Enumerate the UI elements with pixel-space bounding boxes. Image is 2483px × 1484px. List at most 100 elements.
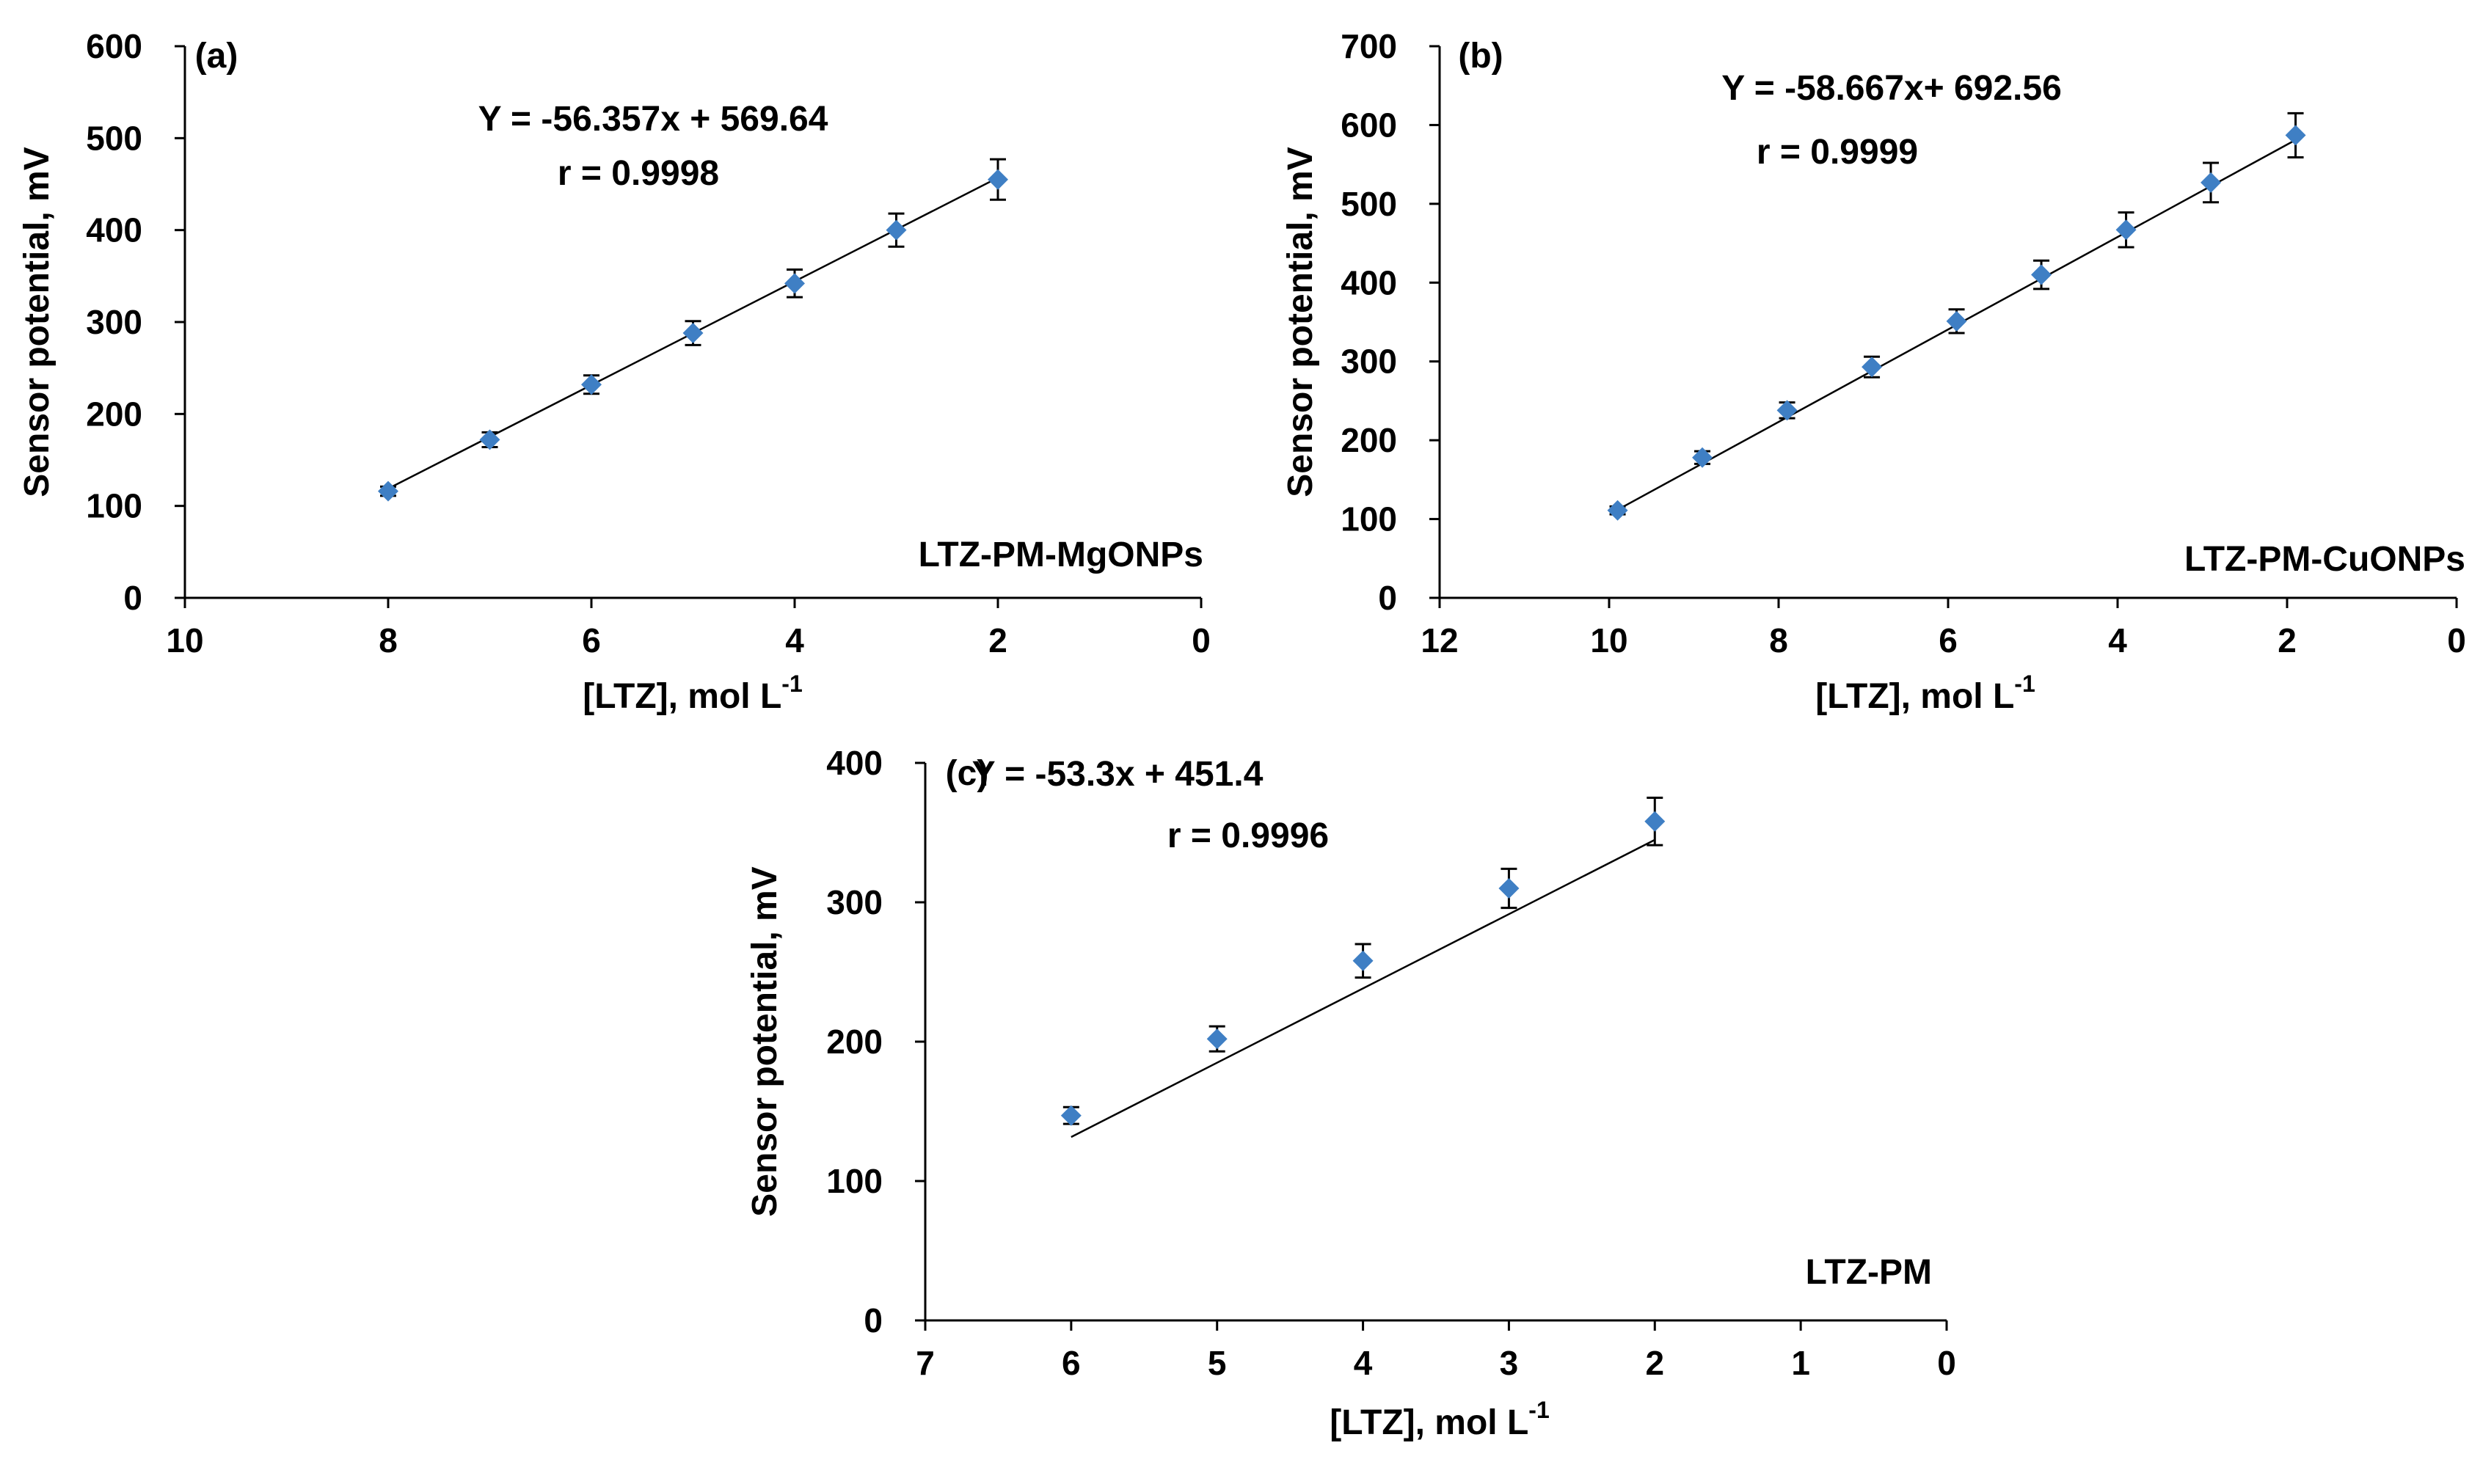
fit-equation: Y = -58.667x+ 692.56: [1721, 69, 2062, 108]
x-tick-label: 5: [1208, 1344, 1227, 1382]
x-axis-title: [LTZ], mol L-1: [1815, 670, 2035, 716]
data-marker-diamond: [581, 374, 602, 395]
x-tick-label: 10: [166, 621, 203, 659]
x-tick-label: 1: [1791, 1344, 1810, 1382]
data-point: [784, 268, 805, 299]
y-tick-label: 500: [1341, 185, 1397, 223]
chart-panel-b: 0 100 200 300 400 500 600 700 12 10 8 6 4 2 0 (b) Y = -5…: [1281, 27, 2466, 716]
data-marker-diamond: [1862, 357, 1883, 378]
x-tick-label: 0: [1192, 621, 1211, 659]
data-point: [988, 158, 1008, 201]
y-tick-label: 200: [86, 395, 142, 433]
x-tick-label: 2: [988, 621, 1007, 659]
data-point: [479, 429, 500, 450]
data-marker-diamond: [1060, 1105, 1082, 1126]
x-axis-title-text: [LTZ], mol L: [583, 677, 781, 716]
data-point: [1607, 500, 1628, 521]
x-tick-label: 6: [1939, 621, 1958, 659]
data-point: [2031, 259, 2052, 290]
y-tick-label: 600: [86, 27, 142, 65]
panel-label: (c): [946, 754, 989, 793]
data-marker-diamond: [682, 323, 704, 344]
series-label: LTZ-PM-MgONPs: [919, 536, 1203, 574]
x-axis-title-superscript: -1: [781, 670, 802, 697]
data-point: [581, 374, 602, 395]
y-tick-label: 0: [123, 579, 142, 617]
y-tick-label: 600: [1341, 106, 1397, 144]
data-point: [2201, 161, 2222, 204]
y-tick-label: 0: [1378, 579, 1397, 617]
data-marker-diamond: [1644, 811, 1666, 832]
y-tick-label: 0: [864, 1301, 883, 1339]
x-tick-label: 2: [2278, 621, 2297, 659]
correlation-coefficient: r = 0.9998: [558, 154, 719, 193]
x-tick-label: 3: [1500, 1344, 1519, 1382]
chart-panel-c: 0 100 200 300 400 7 6 5 4 3 2 1 0 (c)Y = -53.3x + 451…: [745, 744, 1956, 1442]
data-point: [682, 320, 704, 346]
data-marker-diamond: [2031, 264, 2052, 285]
fit-equation: Y = -56.357x + 569.64: [478, 100, 828, 139]
data-marker-diamond: [1692, 447, 1713, 468]
y-tick-label: 200: [826, 1023, 883, 1061]
x-axis-title: [LTZ], mol L-1: [583, 670, 802, 716]
data-marker-diamond: [479, 429, 500, 450]
x-axis-title-text: [LTZ], mol L: [1330, 1403, 1528, 1442]
data-point: [378, 480, 398, 502]
y-tick-label: 100: [86, 487, 142, 525]
data-marker-diamond: [1607, 500, 1628, 521]
fit-line: [1071, 838, 1655, 1138]
x-tick-label: 7: [916, 1344, 935, 1382]
panel-label: (b): [1458, 37, 1503, 76]
y-tick-label: 400: [86, 211, 142, 249]
data-marker-diamond: [1352, 950, 1374, 971]
y-tick-label: 400: [1341, 263, 1397, 301]
y-tick-label: 500: [86, 119, 142, 157]
y-tick-label: 300: [1341, 343, 1397, 381]
data-point: [1060, 1105, 1082, 1126]
data-point: [2115, 211, 2137, 249]
data-marker-diamond: [1498, 878, 1520, 899]
y-tick-label: 100: [1341, 500, 1397, 538]
x-tick-label: 12: [1421, 621, 1458, 659]
data-point: [1206, 1025, 1228, 1053]
y-axis-title: Sensor potential, mV: [1281, 147, 1320, 497]
y-tick-label: 100: [826, 1162, 883, 1200]
data-point: [1692, 447, 1713, 468]
x-tick-label: 2: [1645, 1344, 1664, 1382]
y-axis-title: Sensor potential, mV: [18, 147, 56, 497]
x-tick-label: 0: [2447, 621, 2466, 659]
data-marker-diamond: [784, 273, 805, 294]
data-point: [1946, 308, 1967, 335]
data-marker-diamond: [886, 219, 907, 241]
data-point: [1862, 355, 1883, 379]
x-tick-label: 8: [379, 621, 398, 659]
data-marker-diamond: [988, 169, 1008, 190]
y-tick-label: 700: [1341, 27, 1397, 65]
x-tick-label: 0: [1937, 1344, 1956, 1382]
data-point: [1498, 867, 1520, 910]
y-axis-title: Sensor potential, mV: [745, 866, 784, 1216]
y-tick-label: 300: [826, 883, 883, 921]
correlation-coefficient: r = 0.9996: [1167, 816, 1329, 855]
data-point: [2285, 112, 2306, 158]
y-tick-label: 400: [826, 744, 883, 782]
data-marker-diamond: [1946, 310, 1967, 332]
x-axis-title: [LTZ], mol L-1: [1330, 1397, 1549, 1442]
data-marker-diamond: [2201, 172, 2222, 193]
data-point: [1776, 400, 1798, 421]
data-point: [1644, 797, 1666, 847]
x-axis-title-superscript: -1: [2014, 670, 2035, 697]
data-marker-diamond: [1776, 400, 1798, 421]
series-label: LTZ-PM-CuONPs: [2184, 540, 2465, 579]
x-axis-title-superscript: -1: [1528, 1397, 1549, 1423]
chart-panel-a: 0 100 200 300 400 500 600 10 8 6 4 2 0 (a) Y = -56.357…: [18, 27, 1211, 716]
fit-equation: Y = -53.3x + 451.4: [972, 755, 1264, 794]
x-tick-label: 10: [1590, 621, 1627, 659]
series-label: LTZ-PM: [1806, 1253, 1932, 1292]
data-marker-diamond: [2285, 125, 2306, 146]
panel-label: (a): [195, 37, 238, 76]
x-tick-label: 8: [1769, 621, 1788, 659]
y-tick-label: 200: [1341, 421, 1397, 459]
x-axis-title-text: [LTZ], mol L: [1815, 677, 2014, 716]
